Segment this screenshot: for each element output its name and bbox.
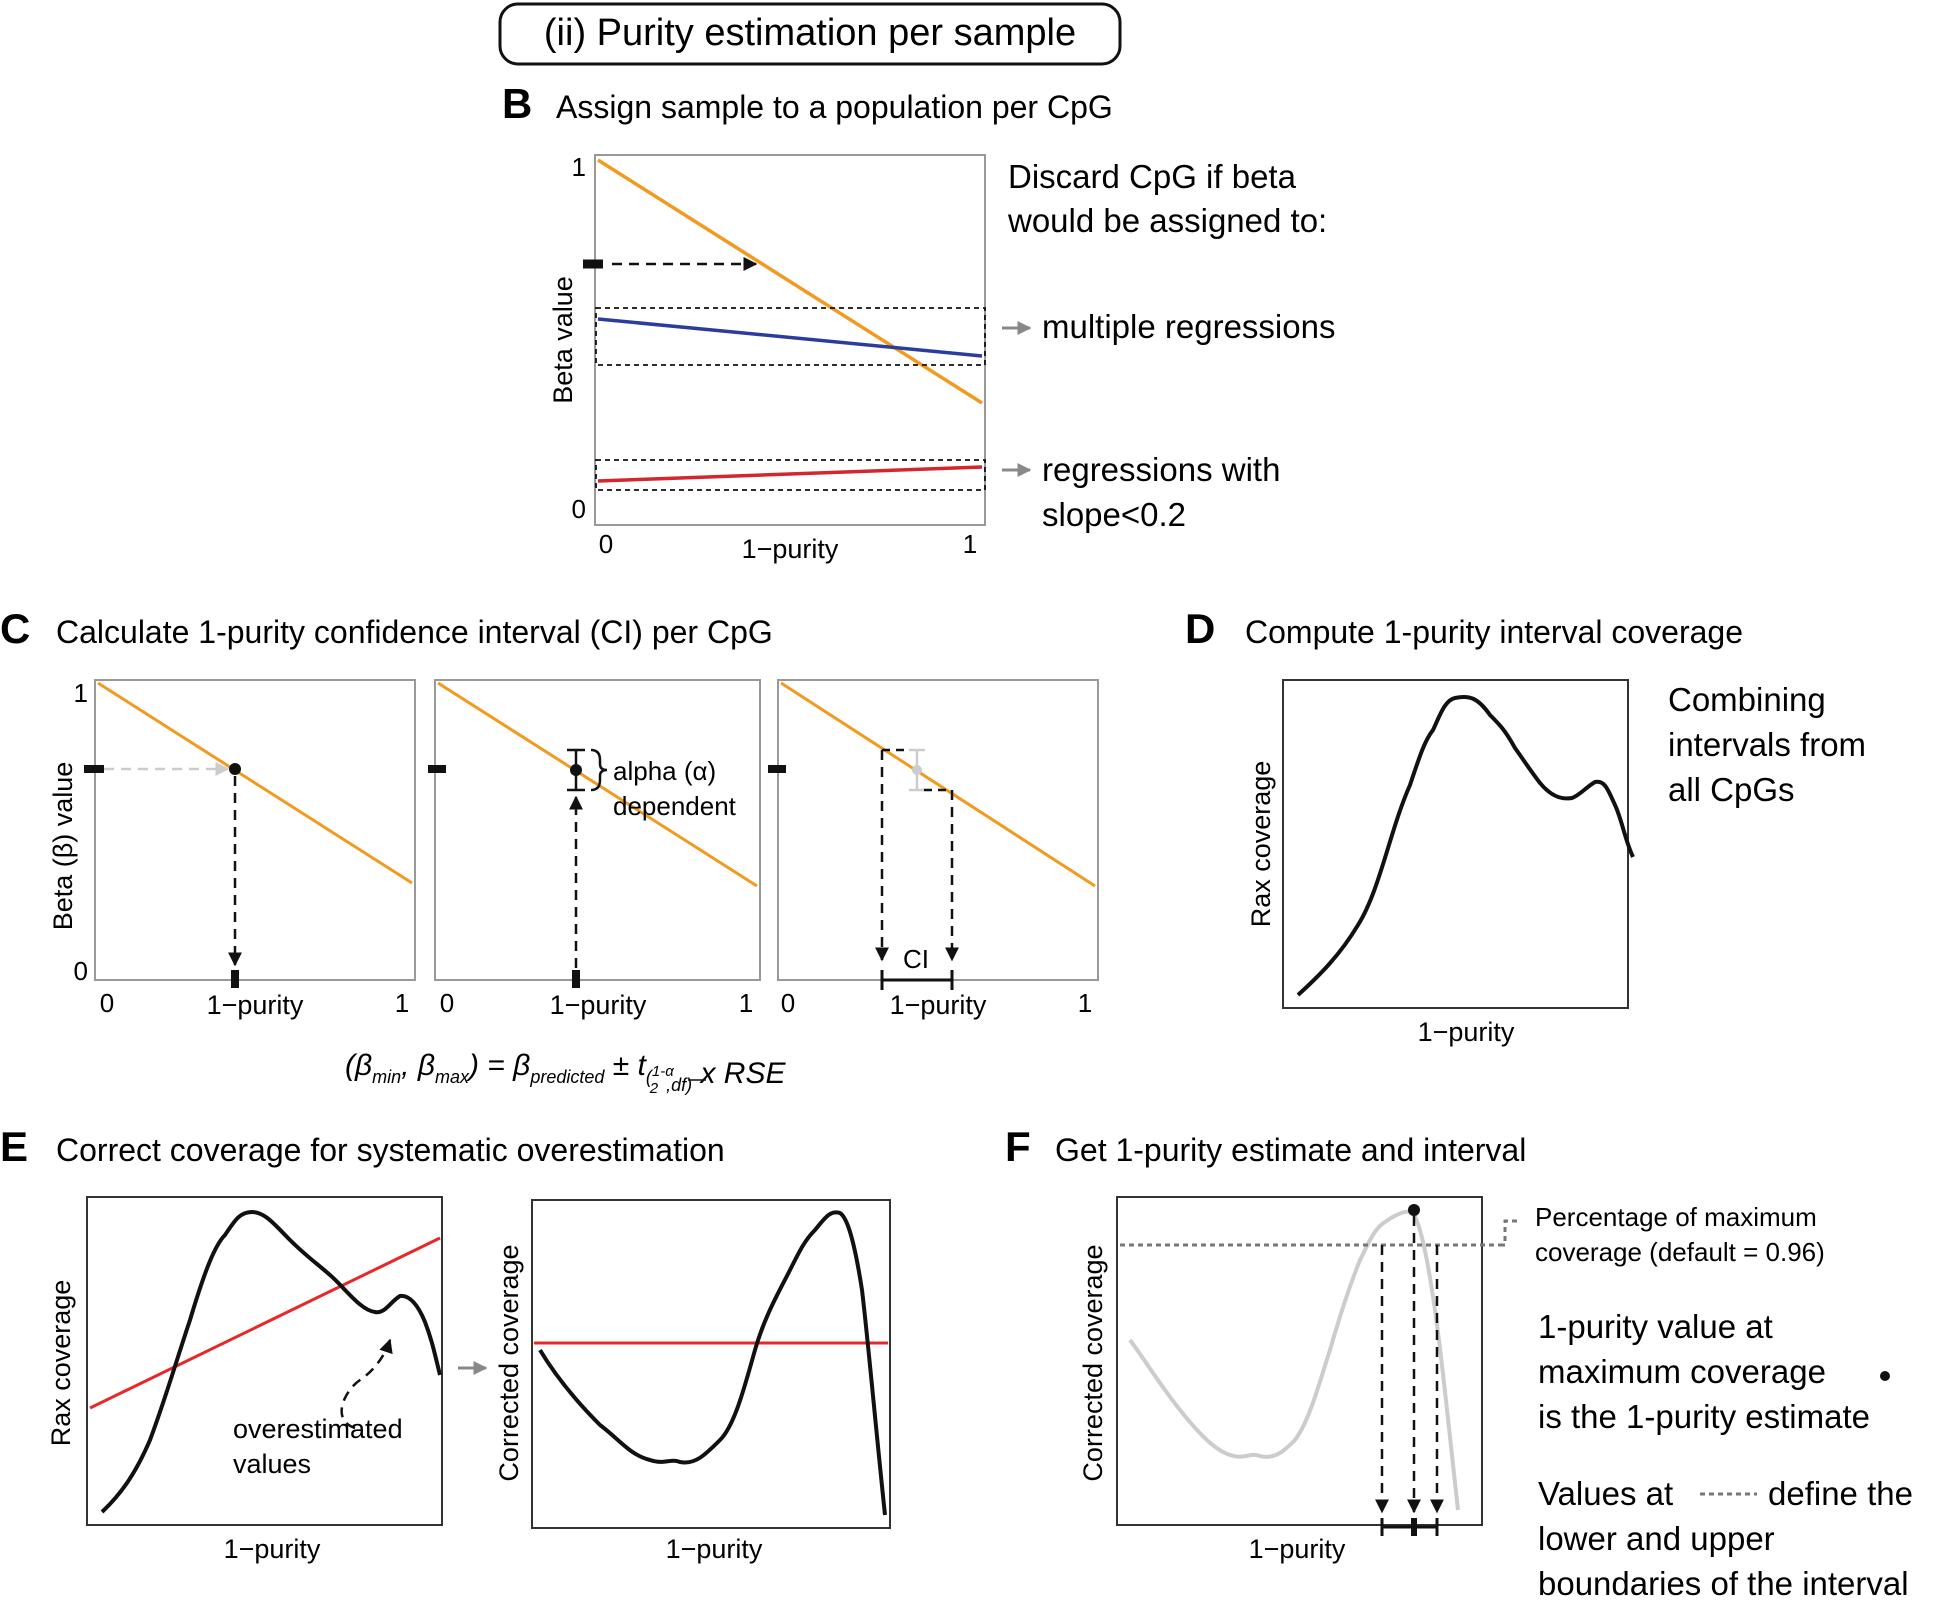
panel-f-letter: F xyxy=(1005,1123,1031,1170)
panel-e-ylabel-right: Corrected coverage xyxy=(494,1244,524,1481)
panel-b-ylabel: Beta value xyxy=(548,276,578,404)
panel-e-letter: E xyxy=(0,1123,28,1170)
predicted-point xyxy=(229,763,241,775)
panel-b-letter: B xyxy=(502,80,532,127)
panel-f-note1-1: 1-purity value at xyxy=(1538,1308,1773,1345)
multiple-regressions-box xyxy=(595,307,986,366)
threshold-label-2: coverage (default = 0.96) xyxy=(1535,1237,1825,1267)
panel-b-rule-2a: regressions with xyxy=(1042,451,1280,488)
coverage-curve xyxy=(1296,695,1635,997)
panel-c-xtick-right-2: 1 xyxy=(739,988,753,1018)
regression-line-orange xyxy=(437,681,758,888)
max-coverage-point xyxy=(1408,1204,1420,1216)
overestimate-arrow xyxy=(340,1338,393,1430)
panel-c-title: Calculate 1-purity confidence interval (… xyxy=(56,614,773,650)
trend-line xyxy=(89,1236,441,1410)
threshold-label-1: Percentage of maximum xyxy=(1535,1202,1817,1232)
panel-e-corrected-frame xyxy=(531,1199,891,1529)
panel-b-xtick-left: 0 xyxy=(599,529,613,559)
corrected-coverage-curve-grey xyxy=(1128,1209,1460,1511)
panel-f-note2-1a: Values at xyxy=(1538,1475,1673,1512)
header-title: (ii) Purity estimation per sample xyxy=(544,12,1076,54)
panel-b: B Assign sample to a population per CpG … xyxy=(502,80,1335,564)
panel-c-xlabel-2: 1−purity xyxy=(550,990,647,1020)
panel-c-ytick-top: 1 xyxy=(74,678,88,708)
regression-line-orange xyxy=(780,681,1096,888)
panel-d-xlabel: 1−purity xyxy=(1418,1017,1515,1047)
predicted-point xyxy=(570,764,582,776)
panel-e-xlabel-right: 1−purity xyxy=(666,1534,763,1564)
panel-b-ytick-top: 1 xyxy=(572,152,586,182)
ci-formula: (βmin, βmax) = βpredicted ± t(1-α 2 ,df) x… xyxy=(345,1049,786,1097)
panel-e-ylabel-left: Rax coverage xyxy=(46,1280,76,1447)
panel-f: F Get 1-purity estimate and interval Cor… xyxy=(1005,1123,1913,1601)
overestimated-label-1: overestimated xyxy=(233,1414,403,1444)
panel-b-ytick-bottom: 0 xyxy=(572,494,586,524)
panel-d-letter: D xyxy=(1185,605,1215,652)
panel-e-title: Correct coverage for systematic overesti… xyxy=(56,1132,725,1168)
panel-b-xlabel: 1−purity xyxy=(742,534,839,564)
curly-brace-icon xyxy=(590,748,608,792)
panel-b-note-2: would be assigned to: xyxy=(1007,202,1327,239)
panel-c-subplot-1 xyxy=(94,679,416,981)
corrected-coverage-curve xyxy=(538,1210,887,1516)
panel-c-letter: C xyxy=(0,605,30,652)
regression-line-red xyxy=(597,465,983,483)
panel-c-ytick-bottom: 0 xyxy=(74,956,88,986)
panel-f-note2-2: lower and upper xyxy=(1538,1520,1775,1557)
panel-f-frame xyxy=(1116,1196,1483,1526)
panel-f-note1-2: maximum coverage xyxy=(1538,1353,1826,1390)
panel-f-xlabel: 1−purity xyxy=(1249,1534,1346,1564)
panel-d-title: Compute 1-purity interval coverage xyxy=(1245,614,1743,650)
panel-f-note1-3: is the 1-purity estimate xyxy=(1538,1398,1870,1435)
panel-c-xtick-left-2: 0 xyxy=(440,988,454,1018)
panel-d: D Compute 1-purity interval coverage Rax… xyxy=(1185,605,1866,1047)
panel-c-xtick-right-3: 1 xyxy=(1078,988,1092,1018)
panel-c-xtick-right-1: 1 xyxy=(395,988,409,1018)
ci-label: CI xyxy=(903,944,929,974)
panel-c-subplot-3 xyxy=(777,679,1099,981)
panel-d-note-2: intervals from xyxy=(1668,726,1866,763)
panel-c-xlabel-1: 1−purity xyxy=(207,990,304,1020)
alpha-label-2: dependent xyxy=(613,791,737,821)
panel-c-xlabel-3: 1−purity xyxy=(890,990,987,1020)
panel-d-ylabel: Rax coverage xyxy=(1246,761,1276,928)
overestimated-label-2: values xyxy=(233,1449,311,1479)
panel-f-note2-3: boundaries of the interval xyxy=(1538,1565,1909,1601)
panel-c-xtick-left-3: 0 xyxy=(781,988,795,1018)
panel-c: C Calculate 1-purity confidence interval… xyxy=(0,605,1099,1097)
regression-line-orange xyxy=(97,681,413,885)
regression-line-blue xyxy=(597,317,983,358)
panel-b-rule-1: multiple regressions xyxy=(1042,308,1335,345)
panel-d-note-3: all CpGs xyxy=(1668,771,1795,808)
low-slope-box xyxy=(595,459,986,491)
panel-e: E Correct coverage for systematic overes… xyxy=(0,1123,891,1564)
panel-e-raw-frame xyxy=(86,1196,443,1526)
panel-b-title: Assign sample to a population per CpG xyxy=(556,89,1113,125)
alpha-label-1: alpha (α) xyxy=(613,756,716,786)
panel-c-subplot-2 xyxy=(434,679,761,981)
panel-b-xtick-right: 1 xyxy=(963,529,977,559)
panel-f-note2-1b: define the xyxy=(1768,1475,1913,1512)
panel-b-rule-2b: slope<0.2 xyxy=(1042,496,1186,533)
panel-c-ylabel-text: Beta (β) value xyxy=(48,762,78,931)
panel-b-note-1: Discard CpG if beta xyxy=(1008,158,1297,195)
panel-f-ylabel: Corrected coverage xyxy=(1078,1244,1108,1481)
regression-line-orange xyxy=(597,158,983,405)
panel-d-note-1: Combining xyxy=(1668,681,1826,718)
panel-e-xlabel-left: 1−purity xyxy=(224,1534,321,1564)
estimate-dot-icon xyxy=(1880,1371,1890,1381)
panel-c-xtick-left-1: 0 xyxy=(100,988,114,1018)
panel-b-frame xyxy=(594,154,986,526)
threshold-leader xyxy=(1500,1219,1520,1247)
header-box xyxy=(498,2,1122,66)
raw-coverage-curve xyxy=(100,1209,442,1514)
panel-f-title: Get 1-purity estimate and interval xyxy=(1055,1132,1526,1168)
predicted-point-grey xyxy=(912,765,922,775)
